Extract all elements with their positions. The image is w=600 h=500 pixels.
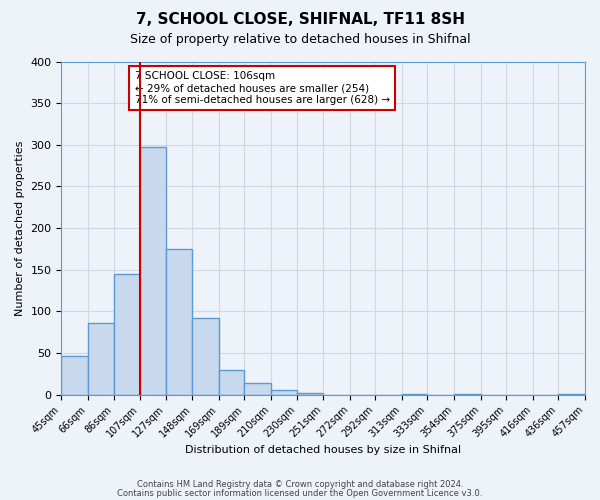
Bar: [140, 148, 166, 394]
Bar: [61, 356, 88, 395]
Bar: [193, 318, 219, 394]
Bar: [219, 370, 244, 394]
X-axis label: Distribution of detached houses by size in Shifnal: Distribution of detached houses by size …: [185, 445, 461, 455]
Text: Contains HM Land Registry data © Crown copyright and database right 2024.: Contains HM Land Registry data © Crown c…: [137, 480, 463, 489]
Bar: [113, 274, 140, 394]
Bar: [88, 323, 113, 394]
Bar: [271, 390, 296, 394]
Bar: [296, 393, 323, 394]
Bar: [166, 249, 193, 394]
Y-axis label: Number of detached properties: Number of detached properties: [15, 140, 25, 316]
Text: Contains public sector information licensed under the Open Government Licence v3: Contains public sector information licen…: [118, 488, 482, 498]
Text: 7 SCHOOL CLOSE: 106sqm
← 29% of detached houses are smaller (254)
71% of semi-de: 7 SCHOOL CLOSE: 106sqm ← 29% of detached…: [135, 72, 390, 104]
Text: 7, SCHOOL CLOSE, SHIFNAL, TF11 8SH: 7, SCHOOL CLOSE, SHIFNAL, TF11 8SH: [136, 12, 464, 28]
Text: Size of property relative to detached houses in Shifnal: Size of property relative to detached ho…: [130, 32, 470, 46]
Bar: [244, 383, 271, 394]
